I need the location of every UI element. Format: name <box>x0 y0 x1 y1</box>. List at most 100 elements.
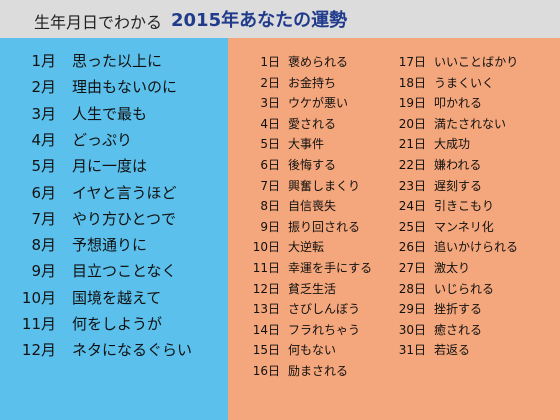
day-fortune: いいことばかり <box>434 55 519 69</box>
day-row: 24日 引きこもり <box>384 196 554 216</box>
day-row: 26日 追いかけられる <box>384 237 554 257</box>
day-row: 22日 嫌われる <box>384 155 554 175</box>
day-fortune: マンネリ化 <box>434 219 494 234</box>
month-label: 4月 <box>31 130 56 149</box>
day-label: 30日 <box>398 322 426 337</box>
day-row: 3日 ウケが悪い <box>238 93 408 113</box>
day-label: 26日 <box>398 240 426 255</box>
day-label: 13日 <box>252 302 280 317</box>
day-label: 15日 <box>252 343 280 358</box>
day-fortune: 大事件 <box>288 137 325 152</box>
month-fortune: 予想通りに <box>72 236 148 255</box>
day-fortune: 幸運を手にする <box>288 261 373 275</box>
day-label: 9日 <box>260 219 280 234</box>
day-label: 29日 <box>398 302 426 317</box>
header-prefix: 生年月日でわかる <box>34 13 163 32</box>
month-row: 11月 何をしようが <box>0 311 228 337</box>
day-label: 23日 <box>398 178 426 193</box>
day-fortune: 癒される <box>434 322 483 337</box>
day-label: 10日 <box>252 240 280 255</box>
day-fortune: 遅刻する <box>434 178 483 193</box>
day-label: 22日 <box>398 158 426 172</box>
day-row: 25日 マンネリ化 <box>384 217 554 237</box>
month-row: 6月 イヤと言うほど <box>0 180 228 206</box>
day-fortune: うまくいく <box>434 75 495 90</box>
month-fortune: 理由もないのに <box>72 78 178 97</box>
day-fortune: さびしんぼう <box>288 302 361 317</box>
day-row: 5日 大事件 <box>238 134 408 154</box>
day-fortune: 若返る <box>434 343 471 358</box>
month-label: 9月 <box>31 262 56 281</box>
day-row: 9日 振り回される <box>238 217 408 237</box>
day-row: 16日 励まされる <box>238 361 408 381</box>
month-row: 8月 予想通りに <box>0 232 228 258</box>
day-row: 31日 若返る <box>384 340 554 360</box>
day-label: 25日 <box>398 219 426 234</box>
day-fortune: 激太り <box>434 261 471 275</box>
day-label: 21日 <box>398 137 426 152</box>
day-fortune: 後悔する <box>288 158 337 172</box>
day-label: 3日 <box>260 96 280 111</box>
month-label: 5月 <box>31 157 56 176</box>
month-fortune: 目立つことなく <box>72 262 177 281</box>
month-fortune: 思った以上に <box>72 52 163 70</box>
month-fortune: 何をしようが <box>72 315 163 333</box>
day-label: 20日 <box>398 116 426 131</box>
month-fortune: 人生で最も <box>72 104 148 123</box>
day-label: 1日 <box>260 55 280 69</box>
day-label: 28日 <box>398 281 426 296</box>
month-label: 3月 <box>31 104 56 123</box>
month-fortune: 国境を越えて <box>72 288 162 307</box>
day-label: 18日 <box>398 75 426 90</box>
day-label: 8日 <box>260 199 280 214</box>
day-label: 4日 <box>260 116 280 131</box>
day-fortune: ウケが悪い <box>288 96 349 111</box>
month-label: 6月 <box>31 183 56 202</box>
day-row: 6日 後悔する <box>238 155 408 175</box>
day-row: 18日 うまくいく <box>384 73 554 93</box>
day-label: 12日 <box>252 281 280 296</box>
page-title: 2015年あなたの運勢 <box>171 10 348 31</box>
day-fortune: 愛される <box>288 116 337 131</box>
day-fortune: 褒められる <box>288 55 349 69</box>
day-label: 17日 <box>398 55 426 69</box>
day-row: 15日 何もない <box>238 340 408 360</box>
month-fortune: イヤと言うほど <box>72 183 177 202</box>
day-label: 14日 <box>252 322 280 337</box>
day-fortune: 大成功 <box>434 137 471 152</box>
day-label: 16日 <box>252 364 280 378</box>
day-row: 27日 激太り <box>384 258 554 278</box>
month-label: 7月 <box>31 209 56 228</box>
month-row: 12月 ネタになるぐらい <box>0 337 228 363</box>
day-row: 29日 挫折する <box>384 299 554 319</box>
day-label: 11日 <box>252 261 280 275</box>
month-row: 4月 どっぷり <box>0 127 228 153</box>
day-fortune: 引きこもり <box>434 199 495 214</box>
day-row: 28日 いじられる <box>384 279 554 299</box>
month-label: 11月 <box>21 315 56 333</box>
month-label: 1月 <box>31 52 56 70</box>
month-row: 9月 目立つことなく <box>0 258 228 284</box>
day-label: 19日 <box>398 96 426 111</box>
month-fortune: ネタになるぐらい <box>72 341 193 360</box>
month-fortune: やり方ひとつで <box>72 209 176 228</box>
day-fortune: 自信喪失 <box>288 199 337 214</box>
month-row: 1月 思った以上に <box>0 48 228 74</box>
day-panel: 1日 褒められる 2日 お金持ち 3日 ウケが悪い 4日 愛される 5日 大事件 6日 後悔する 7日興… <box>228 38 560 420</box>
month-panel: 1月 思った以上に 2月 理由もないのに 3月 人生で最も 4月 どっぷり 5月 月に一度は 6月イ… <box>0 38 228 420</box>
day-label: 2日 <box>260 75 280 90</box>
day-row: 12日 貧乏生活 <box>238 279 408 299</box>
day-row: 2日 お金持ち <box>238 73 408 93</box>
day-fortune: 振り回される <box>288 219 361 234</box>
day-label: 27日 <box>398 261 426 275</box>
day-label: 7日 <box>260 178 280 193</box>
day-row: 10日 大逆転 <box>238 237 408 257</box>
month-fortune: 月に一度は <box>72 157 148 176</box>
day-fortune: 叩かれる <box>434 96 483 111</box>
day-row: 23日 遅刻する <box>384 176 554 196</box>
month-label: 12月 <box>21 341 56 360</box>
day-row: 1日 褒められる <box>238 52 408 72</box>
day-fortune: いじられる <box>434 281 495 296</box>
day-row: 20日 満たされない <box>384 114 554 134</box>
day-fortune: フラれちゃう <box>288 322 361 337</box>
